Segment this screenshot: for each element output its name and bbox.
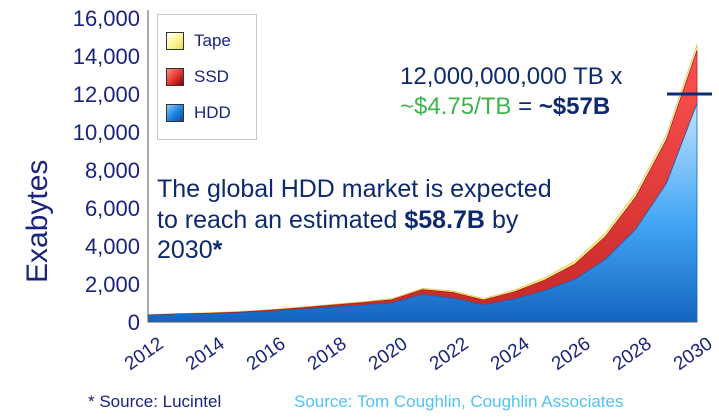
y-tick-label: 14,000 (73, 44, 140, 69)
source-lucintel: * Source: Lucintel (88, 392, 222, 411)
hdd-swatch-icon (166, 104, 184, 122)
market-footnote-mark: * (212, 236, 223, 264)
x-tick-label: 2016 (243, 333, 290, 374)
x-tick-label: 2028 (609, 333, 656, 374)
legend-label-ssd: SSD (194, 67, 229, 86)
calc-line-1: 12,000,000,000 TB x (400, 63, 623, 90)
legend-label-hdd: HDD (194, 103, 231, 122)
tape-swatch-icon (166, 32, 184, 50)
y-tick-label: 12,000 (73, 82, 140, 107)
ssd-swatch-icon (166, 68, 184, 86)
legend-item-hdd: HDD (166, 101, 231, 125)
calc-price: ~$4.75/TB (400, 93, 512, 120)
y-tick-label: 6,000 (85, 196, 140, 221)
x-tick-label: 2030 (670, 333, 717, 374)
legend: Tape SSD HDD (157, 14, 257, 140)
y-axis-label: Exabytes (21, 159, 54, 283)
legend-item-ssd: SSD (166, 65, 229, 89)
calculation-annotation: 12,000,000,000 TB x ~$4.75/TB = ~$57B (400, 62, 622, 122)
market-line-1: The global HDD market is expected (157, 175, 552, 203)
x-tick-label: 2026 (548, 333, 595, 374)
y-tick-label: 2,000 (85, 272, 140, 297)
x-tick-label: 2018 (304, 333, 351, 374)
x-tick-label: 2024 (487, 333, 534, 375)
market-line-2-pre: to reach an estimated (157, 205, 405, 234)
market-year: 2030 (157, 236, 213, 264)
market-line-3: 2030* (157, 235, 552, 266)
source-coughlin: Source: Tom Coughlin, Coughlin Associate… (294, 392, 624, 411)
y-tick-label: 16,000 (73, 6, 140, 31)
calc-total: ~$57B (538, 93, 611, 120)
y-tick-label: 0 (128, 310, 140, 335)
y-tick-label: 8,000 (85, 158, 140, 183)
market-line-2: to reach an estimated $58.7B by (157, 205, 552, 236)
legend-label-tape: Tape (194, 31, 231, 50)
x-tick-label: 2022 (426, 333, 473, 374)
calc-equals: = (511, 93, 539, 120)
y-tick-label: 4,000 (85, 234, 140, 259)
calc-line-2: ~$4.75/TB = ~$57B (400, 92, 622, 122)
legend-item-tape: Tape (166, 29, 231, 53)
market-annotation: The global HDD market is expected to rea… (157, 174, 552, 266)
x-tick-label: 2012 (121, 333, 168, 374)
market-value: $58.7B (404, 205, 485, 234)
market-line-2-post: by (485, 205, 519, 234)
x-tick-label: 2020 (365, 333, 412, 374)
x-tick-label: 2014 (182, 333, 229, 375)
y-tick-label: 10,000 (73, 120, 140, 145)
